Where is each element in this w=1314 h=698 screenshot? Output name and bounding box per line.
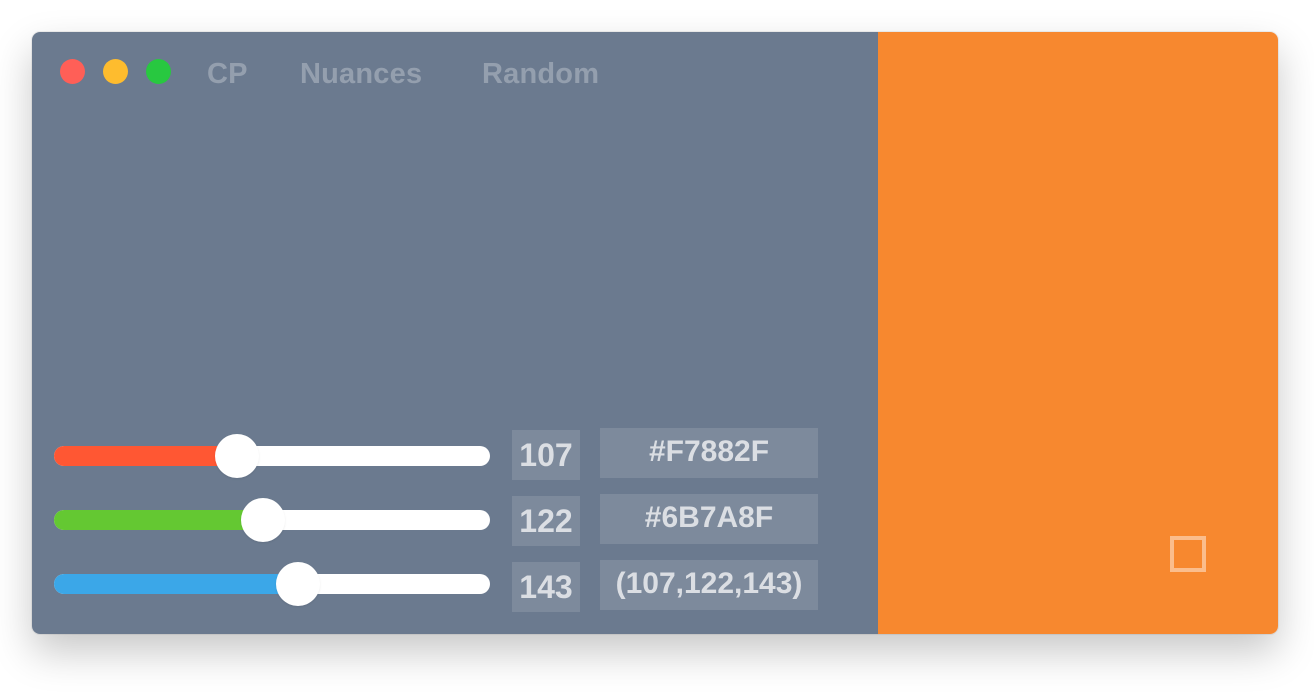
minimize-window-button[interactable] xyxy=(103,59,128,84)
green-value[interactable]: 122 xyxy=(512,496,580,546)
color-preview-panel xyxy=(878,32,1278,634)
square-toggle-icon[interactable] xyxy=(1170,536,1206,572)
red-slider[interactable] xyxy=(54,434,490,478)
blue-slider-fill xyxy=(54,574,299,594)
close-window-button[interactable] xyxy=(60,59,85,84)
app-window: CP Nuances Random 107 #F7882F 122 #6B7A8… xyxy=(32,32,1278,634)
green-slider-thumb[interactable] xyxy=(241,498,286,542)
tab-cp[interactable]: CP xyxy=(207,58,248,90)
red-value[interactable]: 107 xyxy=(512,430,580,480)
rgb-code[interactable]: (107,122,143) xyxy=(600,560,818,610)
tab-nuances[interactable]: Nuances xyxy=(300,58,423,90)
blue-slider[interactable] xyxy=(54,562,490,606)
red-slider-thumb[interactable] xyxy=(215,434,260,478)
green-slider-fill xyxy=(54,510,264,530)
hex-code-primary[interactable]: #F7882F xyxy=(600,428,818,478)
blue-value[interactable]: 143 xyxy=(512,562,580,612)
green-slider[interactable] xyxy=(54,498,490,542)
blue-slider-thumb[interactable] xyxy=(276,562,321,606)
controls-panel: CP Nuances Random 107 #F7882F 122 #6B7A8… xyxy=(32,32,878,634)
hex-code-secondary[interactable]: #6B7A8F xyxy=(600,494,818,544)
zoom-window-button[interactable] xyxy=(146,59,171,84)
red-slider-fill xyxy=(54,446,238,466)
tab-random[interactable]: Random xyxy=(482,58,600,90)
